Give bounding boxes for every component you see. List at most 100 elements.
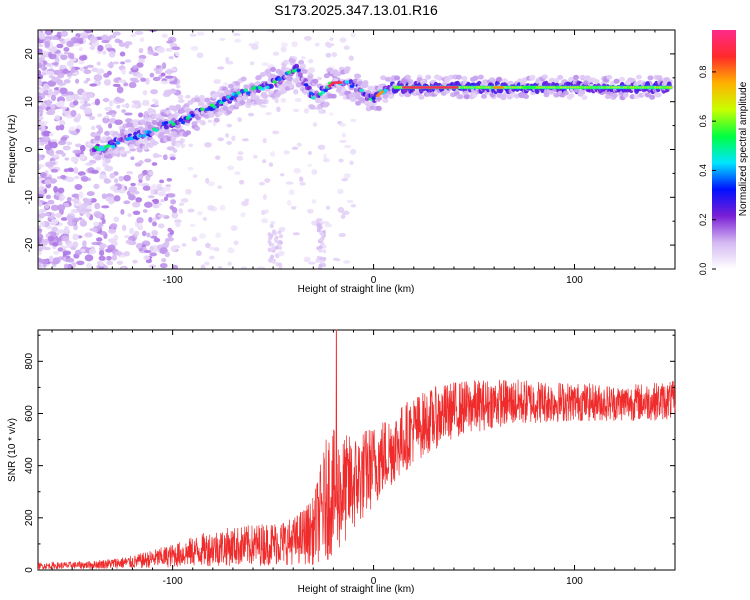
heatmap-cell	[244, 198, 250, 202]
heatmap-cell	[93, 74, 103, 82]
heatmap-cell	[142, 209, 148, 213]
heatmap-cell	[579, 74, 586, 80]
heatmap-cell	[463, 94, 470, 100]
heatmap-cell	[71, 209, 78, 213]
heatmap-cell	[107, 244, 116, 251]
heatmap-cell	[44, 179, 51, 185]
heatmap-cell	[130, 156, 135, 161]
heatmap-cell	[151, 140, 158, 146]
heatmap-cell	[240, 76, 247, 82]
heatmap-cell	[138, 247, 144, 252]
heatmap-cell	[178, 202, 185, 207]
heatmap-cell	[51, 76, 60, 83]
heatmap-cell	[207, 119, 213, 123]
heatmap-cell	[359, 88, 364, 93]
heatmap-cell	[171, 139, 177, 147]
heatmap-cell	[66, 60, 74, 67]
heatmap-cell	[96, 237, 103, 242]
heatmap-cell	[86, 64, 94, 68]
heatmap-cell	[157, 214, 166, 218]
heatmap-cell	[60, 217, 68, 221]
heatmap-cell	[308, 91, 314, 95]
heatmap-cell	[43, 246, 51, 251]
heatmap-cell	[53, 250, 60, 255]
heatmap-cell	[48, 53, 57, 60]
heatmap-cell	[77, 96, 83, 100]
heatmap-cell	[158, 131, 165, 137]
heatmap-cell	[336, 258, 341, 262]
colorbar-scale	[712, 30, 736, 269]
heatmap-cell	[272, 130, 280, 135]
heatmap-cell	[161, 33, 168, 39]
heatmap-cell	[111, 145, 116, 149]
heatmap-cell	[337, 188, 344, 195]
heatmap-cell	[110, 223, 118, 229]
heatmap-cell	[500, 86, 505, 89]
heatmap-cell	[577, 91, 584, 97]
heatmap-cell	[341, 132, 347, 138]
heatmap-cell	[76, 113, 82, 121]
heatmap-cell	[243, 84, 250, 90]
heatmap-cell	[70, 110, 77, 117]
heatmap-cell	[323, 88, 328, 93]
heatmap-cell	[303, 36, 312, 40]
heatmap-cell	[311, 96, 316, 100]
heatmap-cell	[116, 86, 124, 94]
colorbar-label: Normalized spectral amplitude	[738, 81, 749, 216]
heatmap-cell	[318, 263, 323, 268]
bottom-xtick-label: 100	[566, 576, 583, 587]
heatmap-cell	[323, 101, 330, 107]
heatmap-cell	[312, 78, 319, 84]
heatmap-cell	[265, 85, 270, 90]
heatmap-cell	[239, 100, 246, 106]
heatmap-cell	[105, 111, 114, 116]
heatmap-cell	[45, 194, 51, 200]
heatmap-cell	[106, 144, 111, 148]
heatmap-cell	[189, 223, 196, 227]
heatmap-cell	[80, 218, 86, 224]
heatmap-cell	[573, 74, 579, 80]
heatmap-cell	[108, 123, 113, 129]
heatmap-cell	[38, 237, 42, 244]
heatmap-cell	[264, 209, 269, 214]
heatmap-cell	[222, 105, 229, 111]
heatmap-cell	[147, 130, 152, 134]
heatmap-cell	[142, 134, 147, 138]
heatmap-cell	[175, 51, 180, 57]
heatmap-cell	[252, 154, 258, 159]
heatmap-cell	[78, 55, 87, 61]
heatmap-cell	[86, 191, 95, 196]
heatmap-cell	[63, 51, 69, 55]
heatmap-cell	[331, 52, 338, 58]
heatmap-cell	[139, 37, 145, 43]
heatmap-cell	[141, 230, 147, 237]
heatmap-cell	[108, 34, 117, 39]
heatmap-cell	[292, 232, 300, 236]
heatmap-cell	[38, 121, 45, 127]
heatmap-cell	[237, 117, 242, 123]
heatmap-cell	[70, 130, 78, 135]
heatmap-cell	[472, 75, 479, 81]
heatmap-cell	[185, 94, 191, 99]
heatmap-cell	[278, 262, 282, 267]
top-y-axis-label: Frequency (Hz)	[7, 115, 18, 184]
heatmap-cell	[213, 79, 221, 84]
heatmap-cell	[82, 240, 87, 248]
heatmap-cell	[190, 45, 199, 51]
heatmap-cell	[112, 31, 121, 36]
heatmap-cell	[38, 44, 44, 48]
heatmap-cell	[315, 258, 320, 263]
heatmap-cell	[153, 154, 163, 158]
heatmap-cell	[270, 246, 275, 251]
heatmap-cell	[84, 232, 93, 238]
heatmap-cell	[97, 113, 103, 118]
heatmap-cell	[126, 170, 134, 175]
heatmap-cell	[114, 251, 123, 256]
heatmap-cell	[38, 163, 45, 168]
heatmap-cell	[236, 96, 243, 102]
heatmap-cell	[265, 112, 272, 116]
heatmap-cell	[339, 37, 347, 43]
heatmap-cell	[59, 87, 68, 95]
heatmap-cell	[89, 227, 98, 232]
heatmap-cell	[647, 75, 654, 81]
